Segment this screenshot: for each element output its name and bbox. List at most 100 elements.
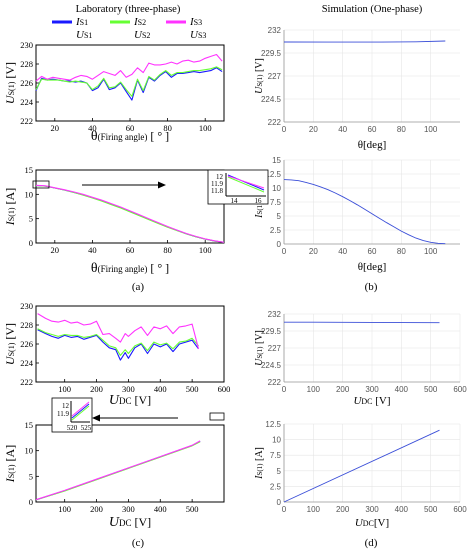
y-axis-label: IS(1) [A] bbox=[254, 447, 265, 480]
legend-main: U bbox=[76, 29, 85, 41]
x-axis-label: θ(Firing angle) [ ° ] bbox=[91, 261, 169, 276]
x-label-sub: DC bbox=[119, 396, 132, 406]
x-label-main: U bbox=[109, 393, 120, 408]
y-tick-label: 0 bbox=[277, 240, 282, 249]
y-tick-label: 15 bbox=[272, 156, 281, 165]
x-tick-label: 20 bbox=[51, 245, 60, 255]
x-tick-label: 300 bbox=[122, 384, 135, 394]
svg-text:US3: US3 bbox=[190, 29, 206, 41]
y-axis-label: IS(1) [A] bbox=[3, 445, 17, 483]
x-axis-label: θ[deg] bbox=[358, 261, 386, 273]
x-label-main: θ[deg] bbox=[358, 261, 386, 273]
chart-a-bottom-current: 0 5 10 15 20 40 60 80 100 IS(1) [A] θ(Firing angle… bbox=[3, 165, 225, 276]
y-tick-label: 5 bbox=[277, 467, 282, 476]
x-tick-label: 80 bbox=[163, 245, 172, 255]
y-tick-label: 227 bbox=[268, 72, 282, 81]
y-label-main: I bbox=[3, 477, 17, 483]
legend-main: I bbox=[189, 16, 195, 28]
y-axis-label: IS(1) [A] bbox=[3, 188, 17, 226]
x-tick-label: 200 bbox=[90, 504, 103, 514]
y-tick-label: 0 bbox=[29, 497, 33, 507]
x-label-sub: DC bbox=[361, 397, 372, 406]
x-label-sub: DC bbox=[119, 518, 132, 528]
y-label-main: U bbox=[3, 355, 17, 365]
series-line-s2 bbox=[37, 328, 199, 356]
y-tick-label: 7.5 bbox=[270, 198, 282, 207]
y-tick-label: 227 bbox=[268, 344, 282, 353]
arrow-head-c bbox=[92, 414, 100, 422]
series-line-sim bbox=[284, 321, 440, 324]
chart-d-bottom-current: 0 2.5 5 7.5 10 12.5 0 100 200 300 400 500 600 IS(1) [… bbox=[254, 420, 467, 529]
y-axis-label: US(1) [V] bbox=[3, 323, 17, 365]
x-label-main: U bbox=[353, 395, 362, 407]
x-tick-label: 80 bbox=[163, 123, 172, 133]
y-label-sub: S(1) bbox=[256, 463, 264, 476]
annotation-c: 12 11.9 520 525 bbox=[51, 397, 225, 433]
x-axis-label: θ[deg] bbox=[358, 139, 386, 151]
svg-text:US1: US1 bbox=[76, 29, 92, 41]
x-label-main: U bbox=[355, 517, 364, 529]
legend-label-us3: US3 bbox=[190, 29, 206, 41]
y-tick-label: 226 bbox=[20, 78, 33, 88]
legend-sub: S3 bbox=[198, 31, 206, 40]
legend-label-is1: IS1 bbox=[75, 16, 88, 28]
y-label-unit: [A] bbox=[3, 445, 17, 465]
x-tick-label: 0 bbox=[282, 385, 287, 394]
y-label-unit: [V] bbox=[254, 330, 265, 346]
y-label-sub: S(1) bbox=[256, 202, 264, 215]
x-tick-label: 60 bbox=[368, 247, 377, 256]
sim-heading: Simulation (One-phase) bbox=[322, 4, 423, 15]
zoom-marker-c bbox=[209, 412, 225, 421]
svg-text:IS1: IS1 bbox=[75, 16, 88, 28]
series-line-s1 bbox=[35, 440, 201, 501]
inset-c-line-s1 bbox=[71, 403, 90, 419]
y-tick-label: 224 bbox=[20, 358, 34, 368]
inset-c: 12 11.9 520 525 bbox=[51, 397, 93, 433]
y-label-main: I bbox=[3, 220, 17, 226]
x-tick-label: 400 bbox=[395, 505, 409, 514]
series-line-s3 bbox=[35, 184, 225, 243]
x-tick-label: 200 bbox=[336, 385, 350, 394]
y-tick-label: 222 bbox=[268, 118, 282, 127]
inset-a: 12 11.9 11.8 14 16 bbox=[207, 169, 269, 205]
x-label-sub: (Firing angle) bbox=[98, 132, 148, 142]
legend-sub: S1 bbox=[84, 31, 92, 40]
x-tick-label: 600 bbox=[453, 505, 467, 514]
y-tick-label: 222 bbox=[20, 377, 33, 387]
y-label-main: U bbox=[254, 86, 265, 94]
legend-label-is2: IS2 bbox=[133, 16, 146, 28]
x-tick-label: 80 bbox=[397, 125, 406, 134]
annotation-a: 12 11.9 11.8 14 16 bbox=[32, 169, 269, 205]
x-tick-label: 40 bbox=[338, 125, 347, 134]
x-label-main: U bbox=[109, 515, 120, 530]
panel-label-d: (d) bbox=[365, 537, 378, 549]
x-tick-label: 100 bbox=[307, 505, 321, 514]
y-label-sub: S(1) bbox=[256, 346, 264, 359]
y-label-unit: [V] bbox=[254, 58, 265, 74]
y-tick-label: 10 bbox=[25, 189, 34, 199]
y-label-unit: [V] bbox=[3, 323, 17, 343]
inset-frame-c bbox=[51, 397, 93, 433]
x-tick-label: 80 bbox=[397, 247, 406, 256]
x-label-sub: (Firing angle) bbox=[98, 264, 148, 274]
x-tick-label: 600 bbox=[218, 384, 231, 394]
y-tick-label: 2.5 bbox=[270, 226, 282, 235]
x-tick-label: 500 bbox=[186, 384, 199, 394]
x-tick-label: 40 bbox=[88, 245, 97, 255]
x-label-main: θ bbox=[91, 261, 98, 276]
y-label-sub: S(1) bbox=[7, 342, 16, 356]
y-tick-label: 2.5 bbox=[270, 482, 282, 491]
y-tick-label: 224.5 bbox=[261, 361, 282, 370]
legend-main: I bbox=[133, 16, 139, 28]
chart-c-bottom-current: 0 5 10 15 100 200 300 400 500 IS(1) [A] UDC [V] bbox=[3, 420, 225, 530]
plot-frame bbox=[35, 305, 225, 383]
chart-a-top-voltage: 222 224 226 228 230 20 40 60 80 100 US(1) [V] θ(Fir… bbox=[3, 40, 225, 144]
y-label-sub: S(1) bbox=[7, 207, 16, 221]
x-tick-label: 100 bbox=[58, 504, 71, 514]
lab-heading: Laboratory (three-phase) bbox=[76, 4, 181, 15]
y-tick-label: 12.5 bbox=[265, 170, 281, 179]
legend-main: U bbox=[190, 29, 199, 41]
